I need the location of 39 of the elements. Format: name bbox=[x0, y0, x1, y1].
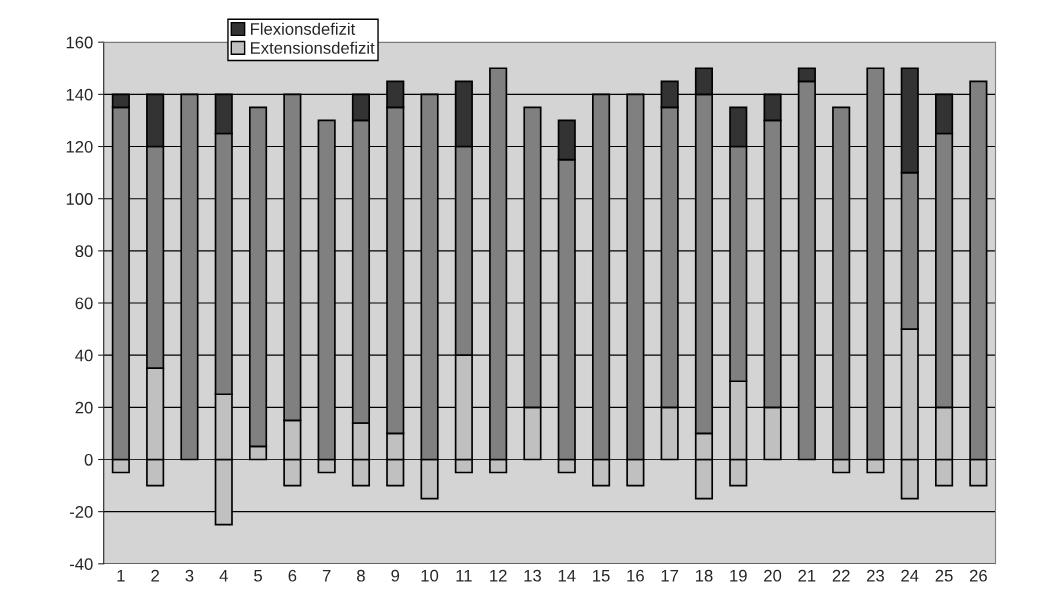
legend-label: Extensionsdefizit bbox=[251, 41, 375, 54]
x-tick-label: 20 bbox=[764, 569, 782, 582]
y-tick-label: 40 bbox=[75, 349, 93, 362]
x-tick-label: 12 bbox=[490, 569, 507, 582]
legend-label: Flexionsdefizit bbox=[251, 22, 356, 35]
x-tick-label: 19 bbox=[730, 569, 747, 582]
x-tick-label: 18 bbox=[695, 569, 713, 582]
y-tick-label: -20 bbox=[69, 506, 93, 518]
y-tick-label: 20 bbox=[75, 401, 93, 414]
x-tick-label: 21 bbox=[798, 569, 816, 582]
x-tick-label: 25 bbox=[935, 569, 953, 582]
x-tick-label: 26 bbox=[969, 569, 987, 582]
x-tick-label: 13 bbox=[524, 569, 541, 582]
y-tick-label: -40 bbox=[69, 558, 93, 571]
x-tick-label: 6 bbox=[288, 569, 297, 582]
x-tick-label: 17 bbox=[661, 569, 679, 582]
x-tick-label: 22 bbox=[832, 569, 850, 582]
y-tick-label: 80 bbox=[75, 245, 93, 258]
x-tick-label: 2 bbox=[151, 569, 159, 582]
x-tick-label: 3 bbox=[185, 569, 194, 582]
y-tick-label: 0 bbox=[84, 453, 93, 466]
x-tick-label: 4 bbox=[219, 569, 228, 582]
x-tick-label: 16 bbox=[627, 569, 644, 582]
x-tick-label: 15 bbox=[593, 569, 610, 582]
x-tick-label: 14 bbox=[558, 569, 576, 582]
y-tick-label: 100 bbox=[66, 193, 93, 205]
y-tick-label: 160 bbox=[66, 36, 93, 49]
x-tick-label: 11 bbox=[456, 569, 472, 582]
x-tick-label: 1 bbox=[117, 569, 125, 582]
x-tick-label: 10 bbox=[421, 569, 439, 582]
y-tick-label: 140 bbox=[66, 88, 93, 101]
x-tick-label: 24 bbox=[901, 569, 919, 582]
x-tick-label: 8 bbox=[357, 569, 365, 582]
x-tick-label: 5 bbox=[254, 569, 262, 582]
y-tick-label: 120 bbox=[66, 140, 93, 153]
x-tick-label: 7 bbox=[322, 569, 331, 582]
x-tick-label: 9 bbox=[391, 569, 400, 582]
y-tick-label: 60 bbox=[75, 297, 93, 310]
x-tick-label: 23 bbox=[867, 569, 884, 582]
